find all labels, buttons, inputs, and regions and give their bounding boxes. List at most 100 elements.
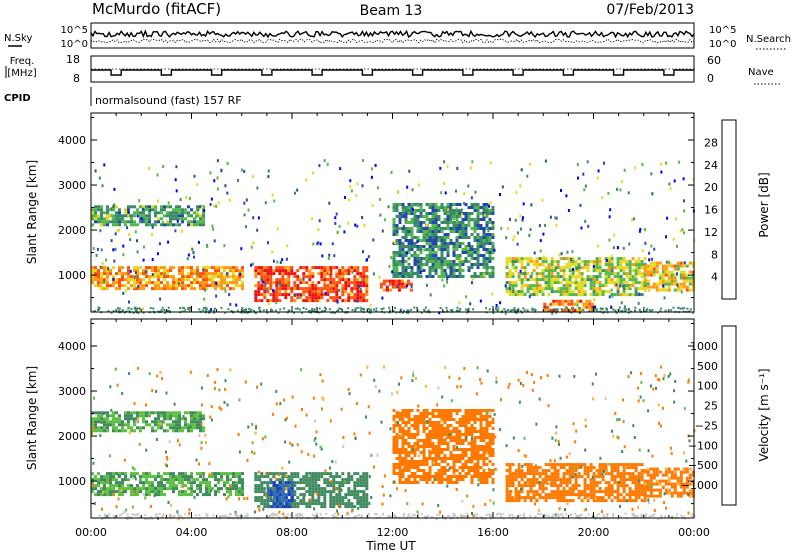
heatmap-cell [517,466,521,470]
ground-scatter-cell [127,307,130,310]
heatmap-cell [196,275,199,279]
heatmap-cell [184,275,187,279]
heatmap-cell [124,487,127,491]
heatmap-speckle [673,179,676,183]
heatmap-speckle [542,255,545,259]
heatmap-cell [547,478,551,482]
heatmap-cell [485,457,489,460]
heatmap-cell [434,236,438,239]
heatmap-cell [449,230,453,233]
heatmap-cell [121,420,124,424]
heatmap-cell [124,475,127,479]
heatmap-cell [260,472,264,476]
heatmap-speckle [528,295,531,299]
heatmap-cell [559,466,563,470]
heatmap-cell [235,269,238,273]
heatmap-cell [544,487,548,491]
heatmap-cell [398,481,402,484]
heatmap-cell [293,484,297,488]
heatmap-cell [434,230,438,233]
heatmap-cell [422,227,426,230]
heatmap-cell [544,284,548,288]
heatmap-cell [601,269,605,273]
heatmap-cell [628,493,632,497]
heatmap-cell [470,415,474,418]
heatmap-cell [485,433,489,436]
heatmap-cell [589,484,593,488]
heatmap-cell [103,417,106,421]
heatmap-cell [208,284,211,288]
heatmap-cell [404,254,408,257]
heatmap-cell [443,442,447,445]
heatmap-speckle [318,299,321,303]
heatmap-cell [670,270,674,274]
heatmap-cell [482,430,486,433]
heatmap-cell [115,287,118,291]
heatmap-cell [473,448,477,451]
heatmap-cell [416,448,420,451]
heatmap-cell [293,275,297,279]
heatmap-cell [616,275,620,279]
heatmap-cell [91,269,94,273]
heatmap-cell [121,429,124,433]
heatmap-cell [586,469,590,473]
heatmap-cell [443,260,447,263]
heatmap-cell [553,490,557,494]
heatmap-cell [401,451,405,454]
heatmap-cell [467,421,471,424]
heatmap-cell [505,463,509,467]
heatmap-cell [440,436,444,439]
heatmap-cell [511,275,515,279]
heatmap-speckle [271,193,274,197]
heatmap-cell [464,460,468,463]
heatmap-cell [431,421,435,424]
heatmap-cell [341,472,345,476]
heatmap-cell [127,272,130,276]
heatmap-cell [317,484,321,488]
heatmap-cell [97,208,100,212]
heatmap-cell [166,211,169,215]
heatmap-cell [440,412,444,415]
heatmap-cell [458,269,462,272]
heatmap-cell [485,227,489,230]
heatmap-cell [482,445,486,448]
heatmap-cell [139,490,142,494]
heatmap-cell [467,415,471,418]
heatmap-cell [257,284,261,288]
heatmap-cell [688,279,692,283]
heatmap-cell [440,263,444,266]
ground-scatter-cell [548,310,550,313]
heatmap-speckle [215,282,218,286]
heatmap-cell [562,278,566,282]
heatmap-cell [586,269,590,273]
heatmap-cell [437,224,441,227]
heatmap-cell [296,487,300,491]
heatmap-cell [470,424,474,427]
heatmap-cell [118,429,121,433]
heatmap-cell [395,275,399,278]
heatmap-cell [446,430,450,433]
heatmap-speckle [479,299,482,303]
ground-scatter-cell [334,311,336,314]
heatmap-cell [338,475,342,479]
heatmap-speckle [134,230,137,234]
ground-scatter-cell [532,308,535,311]
heatmap-cell [172,481,175,485]
heatmap-cell [523,475,527,479]
heatmap-cell [570,302,574,306]
heatmap-speckle [376,186,379,190]
heatmap-cell [461,233,465,236]
heatmap-cell [640,478,644,482]
heatmap-cell [655,270,659,274]
noise-right-tick-bottom: 10^0 [709,39,736,50]
heatmap-cell [437,436,441,439]
heatmap-cell [544,481,548,485]
heatmap-cell [585,302,589,306]
heatmap-speckle [371,204,374,207]
heatmap-cell [473,263,477,266]
ground-scatter-cell [269,309,272,312]
heatmap-cell [667,273,671,277]
heatmap-cell [562,272,566,276]
heatmap-cell [103,475,106,479]
